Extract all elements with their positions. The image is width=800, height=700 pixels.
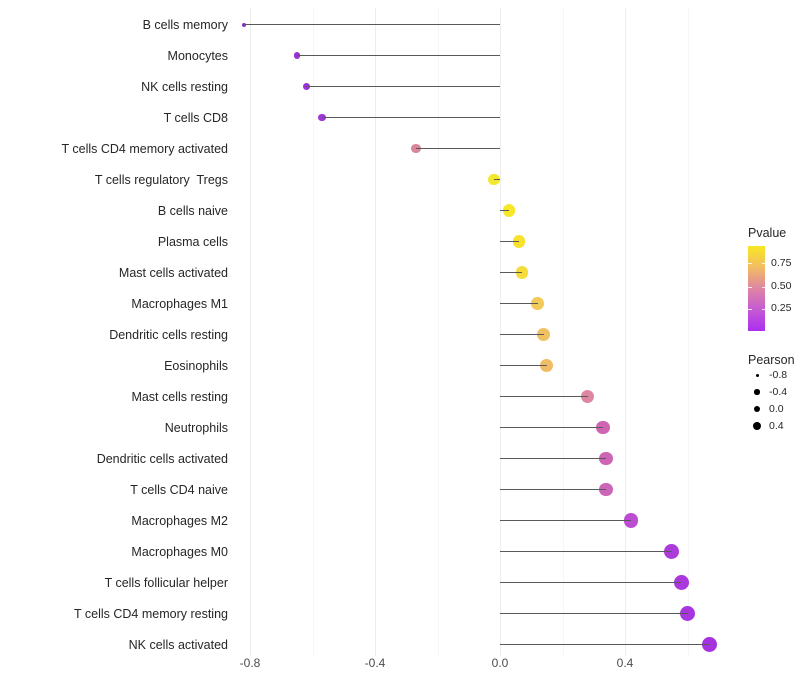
stem-line — [296, 54, 500, 57]
stem-line — [321, 116, 500, 119]
size-key-label: -0.8 — [769, 368, 788, 381]
colorbar-tick-label: 0.50 — [771, 280, 792, 293]
colorbar-tick — [748, 308, 752, 310]
y-axis-label: Macrophages M2 — [131, 513, 228, 528]
gridline-major — [625, 8, 626, 656]
y-axis-label: T cells follicular helper — [104, 575, 228, 590]
gridline-minor — [312, 8, 314, 656]
y-axis-label: T cells CD4 memory activated — [61, 141, 229, 156]
stem-line — [500, 519, 632, 522]
stem-line — [306, 85, 500, 88]
colorbar-tick — [748, 286, 752, 288]
data-point — [318, 113, 326, 122]
stem-line — [500, 209, 510, 212]
colorbar-tick — [761, 286, 765, 288]
y-axis-label: NK cells activated — [128, 637, 228, 652]
y-axis-label: Dendritic cells activated — [96, 451, 228, 466]
y-axis-label: T cells CD4 memory resting — [74, 606, 228, 621]
gridline-minor — [687, 8, 689, 656]
stem-line — [500, 457, 607, 460]
y-axis-label: T cells regulatory Tregs — [94, 172, 228, 187]
stem-line — [500, 271, 522, 274]
y-axis-label: Macrophages M0 — [131, 544, 228, 559]
x-axis-tick-label: -0.4 — [364, 656, 386, 670]
gridline-minor — [562, 8, 564, 656]
stem-line — [500, 333, 544, 336]
gridline-major — [500, 8, 501, 656]
y-axis-label: Macrophages M1 — [131, 296, 228, 311]
pearson-legend-title: Pearson — [748, 353, 795, 367]
y-axis-label: T cells CD8 — [163, 110, 228, 125]
y-axis-label: Monocytes — [167, 48, 228, 63]
y-axis-label: T cells CD4 naive — [130, 482, 228, 497]
y-axis-label: B cells naive — [157, 203, 228, 218]
data-point — [487, 173, 500, 186]
size-key-label: -0.4 — [769, 385, 788, 398]
size-key-dot — [753, 422, 761, 430]
colorbar-tick — [761, 263, 765, 264]
y-axis-label: Eosinophils — [164, 358, 228, 373]
size-key-dot — [755, 373, 759, 377]
stem-line — [243, 23, 500, 26]
stem-line — [500, 643, 710, 646]
colorbar-tick-label: 0.25 — [771, 302, 792, 315]
stem-line — [500, 240, 519, 243]
colorbar-tick-label: 0.75 — [771, 256, 792, 269]
colorbar-tick — [748, 263, 752, 264]
stem-line — [415, 147, 500, 150]
colorbar-tick — [761, 308, 765, 310]
y-axis-label: Mast cells activated — [118, 265, 228, 280]
y-axis-label: Neutrophils — [164, 420, 228, 435]
gridline-minor — [437, 8, 439, 656]
y-axis-label: B cells memory — [142, 17, 228, 32]
stem-line — [493, 178, 500, 181]
pvalue-colorbar — [748, 246, 765, 331]
gridline-major — [250, 8, 251, 656]
stem-line — [500, 612, 688, 615]
y-axis-label: Plasma cells — [157, 234, 228, 249]
stem-line — [500, 302, 538, 305]
y-axis-label: Mast cells resting — [131, 389, 228, 404]
size-key-dot — [753, 405, 761, 413]
size-key-label: 0.0 — [769, 402, 784, 415]
stem-line — [500, 488, 607, 491]
data-point — [293, 52, 301, 59]
size-key-label: 0.4 — [769, 419, 784, 432]
data-point — [302, 83, 310, 90]
y-axis-label: Dendritic cells resting — [109, 327, 228, 342]
stem-line — [500, 426, 604, 429]
x-axis-tick-label: 0.4 — [616, 656, 634, 670]
data-point — [410, 143, 421, 154]
stem-line — [500, 364, 547, 367]
size-key-dot — [754, 389, 760, 395]
stem-line — [500, 581, 682, 584]
x-axis-tick-label: 0.0 — [491, 656, 509, 670]
x-axis-tick-label: -0.8 — [239, 656, 261, 670]
gridline-major — [375, 8, 376, 656]
stem-line — [500, 550, 672, 553]
pvalue-legend-title: Pvalue — [748, 226, 787, 240]
y-axis-label: NK cells resting — [141, 79, 228, 94]
stem-line — [500, 395, 588, 398]
